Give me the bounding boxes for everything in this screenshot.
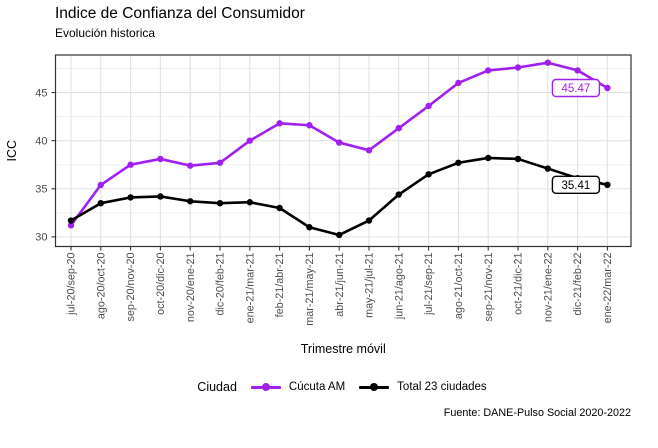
data-point-c-cuta-am	[395, 124, 402, 132]
x-tick-label: dic-20/feb-21	[215, 253, 227, 316]
end-label-box-c-cuta-am	[551, 78, 601, 98]
legend-label: Total 23 ciudades	[397, 381, 487, 393]
source-caption: Fuente: DANE-Pulso Social 2020-2022	[443, 407, 631, 419]
data-point-total-23-ciudades	[336, 231, 343, 239]
data-point-c-cuta-am	[67, 222, 75, 229]
data-point-c-cuta-am	[97, 181, 105, 189]
data-point-total-23-ciudades	[455, 159, 462, 166]
x-tick-label: sep-21/nov-21	[483, 253, 495, 322]
line-swatch-icon	[250, 383, 281, 391]
line-swatch-icon	[359, 383, 390, 391]
data-point-c-cuta-am	[514, 64, 522, 71]
data-point-c-cuta-am	[425, 102, 432, 110]
x-tick-label: oct-21/dic-21	[513, 253, 525, 315]
data-point-total-23-ciudades	[67, 217, 75, 224]
data-point-c-cuta-am	[246, 137, 253, 144]
chart-title: Indice de Confianza del Consumidor	[55, 5, 305, 22]
data-point-total-23-ciudades	[365, 217, 373, 224]
x-tick-label: jul-20/sep-20	[66, 253, 78, 316]
end-label-total-23-ciudades: 35.41	[562, 180, 591, 192]
data-point-total-23-ciudades	[514, 155, 522, 163]
point-swatch-icon	[261, 383, 270, 391]
y-tick-label: 30	[35, 232, 47, 244]
x-tick-label: oct-20/dic-20	[155, 253, 167, 315]
data-point-total-23-ciudades	[604, 181, 611, 189]
point-swatch-icon	[370, 383, 379, 391]
chart-legend: Ciudad Cúcuta AM Total 23 ciudades	[0, 374, 658, 400]
x-tick-label: nov-20/ene-21	[185, 252, 197, 322]
x-tick-label: jul-21/sep-21	[423, 253, 435, 316]
data-point-c-cuta-am	[336, 139, 343, 146]
data-point-c-cuta-am	[604, 84, 611, 92]
chart-subtitle: Evolución historica	[55, 26, 156, 40]
end-label-box-total-23-ciudades	[551, 175, 601, 195]
x-tick-label: ene-22/mar-22	[602, 253, 614, 324]
x-tick-label: ago-21/oct-21	[453, 253, 465, 320]
data-point-c-cuta-am	[187, 162, 194, 169]
data-point-c-cuta-am	[544, 59, 551, 66]
icc-line-chart: 45.47 35.41 30 35 40 45 jul-20/sep-20 ago-20/oc…	[5, 54, 632, 356]
x-tick-label: may-21/jul-21	[364, 253, 376, 318]
panel-border	[54, 54, 632, 248]
data-point-total-23-ciudades	[276, 204, 283, 212]
data-point-c-cuta-am	[365, 147, 373, 154]
data-point-c-cuta-am	[276, 120, 283, 127]
legend-title: Ciudad	[197, 380, 237, 394]
legend-item-total-23-ciudades: Total 23 ciudades	[359, 381, 487, 393]
x-tick-label: mar-21/may-21	[304, 253, 316, 326]
legend-item-cucuta-am: Cúcuta AM	[250, 381, 346, 393]
y-tick-label: 40	[35, 135, 47, 147]
x-tick-label: ene-21/mar-21	[244, 253, 256, 324]
data-point-c-cuta-am	[127, 161, 134, 168]
data-point-c-cuta-am	[485, 67, 492, 74]
data-point-total-23-ciudades	[97, 199, 105, 207]
data-point-total-23-ciudades	[306, 224, 313, 231]
data-point-total-23-ciudades	[157, 193, 164, 200]
data-point-total-23-ciudades	[127, 194, 134, 201]
data-point-c-cuta-am	[574, 67, 581, 74]
data-point-total-23-ciudades	[425, 171, 432, 178]
legend-label: Cúcuta AM	[288, 381, 346, 393]
data-point-c-cuta-am	[455, 79, 462, 87]
x-axis-title: Trimestre móvil	[301, 342, 386, 356]
y-axis-title: ICC	[5, 140, 19, 162]
data-point-total-23-ciudades	[544, 165, 551, 172]
data-point-total-23-ciudades	[485, 154, 492, 162]
panel-background	[55, 55, 631, 247]
data-point-total-23-ciudades	[187, 198, 194, 205]
data-point-c-cuta-am	[157, 155, 164, 163]
data-point-c-cuta-am	[306, 122, 313, 129]
data-point-c-cuta-am	[216, 159, 224, 166]
x-tick-label: nov-21/ene-22	[542, 253, 554, 323]
x-tick-label: ago-20/oct-20	[95, 253, 107, 320]
end-label-c-cuta-am: 45.47	[562, 83, 591, 95]
y-tick-label: 35	[35, 184, 47, 196]
data-point-total-23-ciudades	[395, 191, 402, 198]
y-tick-label: 45	[35, 87, 47, 99]
x-tick-label: jun-21/ago-21	[393, 253, 405, 321]
x-tick-label: dic-21/feb-22	[572, 253, 584, 316]
x-tick-label: abr-21/jun-21	[334, 253, 346, 317]
x-tick-label: feb-21/abr-21	[274, 253, 286, 318]
data-point-total-23-ciudades	[246, 199, 253, 206]
data-point-total-23-ciudades	[216, 199, 224, 207]
x-tick-label: sep-20/nov-20	[125, 253, 137, 322]
